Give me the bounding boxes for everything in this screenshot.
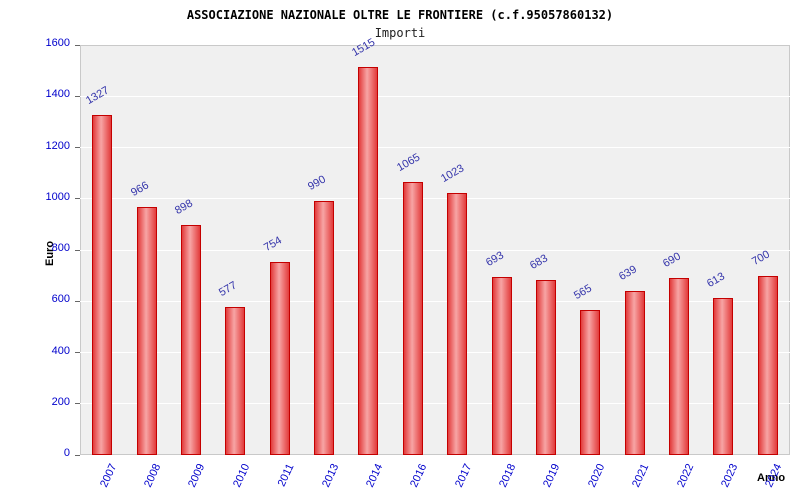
x-tick-label: 2020 [585, 462, 608, 490]
y-tick-label: 600 [51, 293, 70, 306]
bar-2010 [225, 307, 246, 455]
y-tick-label: 400 [51, 344, 70, 357]
x-tick-label: 2007 [97, 462, 120, 490]
bar-2024 [757, 275, 778, 455]
gridline [80, 300, 790, 302]
x-tick-label: 2021 [630, 462, 652, 490]
bar-2022 [669, 278, 690, 455]
x-tick-label: 2010 [230, 462, 253, 490]
x-tick-label: 2009 [186, 462, 208, 490]
bar-2014 [358, 66, 379, 455]
bar-2018 [491, 277, 512, 455]
bar-2021 [624, 291, 645, 455]
bar-2016 [402, 182, 423, 455]
gridline [80, 352, 790, 353]
gridline [80, 198, 790, 200]
x-tick-label: 2018 [497, 462, 519, 490]
bar-2011 [269, 261, 290, 455]
x-tick-label: 2017 [452, 462, 475, 490]
y-tick-label: 1200 [45, 139, 70, 152]
x-tick-label: 2019 [541, 462, 563, 490]
gridline [80, 403, 790, 405]
bar-2009 [180, 224, 201, 455]
x-tick-label: 2013 [319, 462, 341, 490]
y-tick-mark [75, 249, 80, 251]
bar-2020 [580, 310, 601, 455]
y-tick-label: 1600 [45, 37, 70, 49]
y-tick-label: 1400 [45, 88, 70, 101]
y-tick-label: 1000 [45, 190, 70, 203]
chart-title: ASSOCIAZIONE NAZIONALE OLTRE LE FRONTIER… [186, 8, 614, 22]
bar-2019 [535, 279, 556, 455]
gridline [80, 147, 790, 148]
gridline [80, 95, 790, 97]
y-tick-mark [75, 454, 80, 456]
y-tick-label: 200 [51, 395, 70, 408]
x-tick-label: 2011 [275, 462, 297, 489]
y-tick-mark [75, 147, 80, 148]
y-tick-mark [75, 95, 80, 97]
y-tick-mark [75, 44, 80, 46]
bar-2007 [92, 114, 113, 455]
bar-2013 [314, 201, 335, 455]
bar-2008 [136, 207, 157, 455]
x-tick-label: 2008 [142, 462, 164, 490]
x-tick-label: 2022 [674, 462, 696, 490]
chart-subtitle: Importi [374, 26, 426, 40]
bar-2023 [713, 297, 734, 455]
y-tick-mark [75, 300, 80, 302]
y-tick-mark [75, 198, 80, 200]
bar-2017 [447, 192, 468, 455]
x-tick-label: 2023 [719, 462, 741, 490]
y-tick-mark [75, 403, 80, 405]
y-tick-mark [75, 352, 80, 353]
y-tick-label: 800 [51, 242, 70, 254]
x-tick-label: 2014 [364, 462, 386, 490]
gridline [80, 249, 790, 251]
y-tick-label: 0 [63, 447, 70, 459]
x-tick-label: 2016 [408, 462, 430, 490]
x-axis-title: Anno [757, 472, 786, 484]
